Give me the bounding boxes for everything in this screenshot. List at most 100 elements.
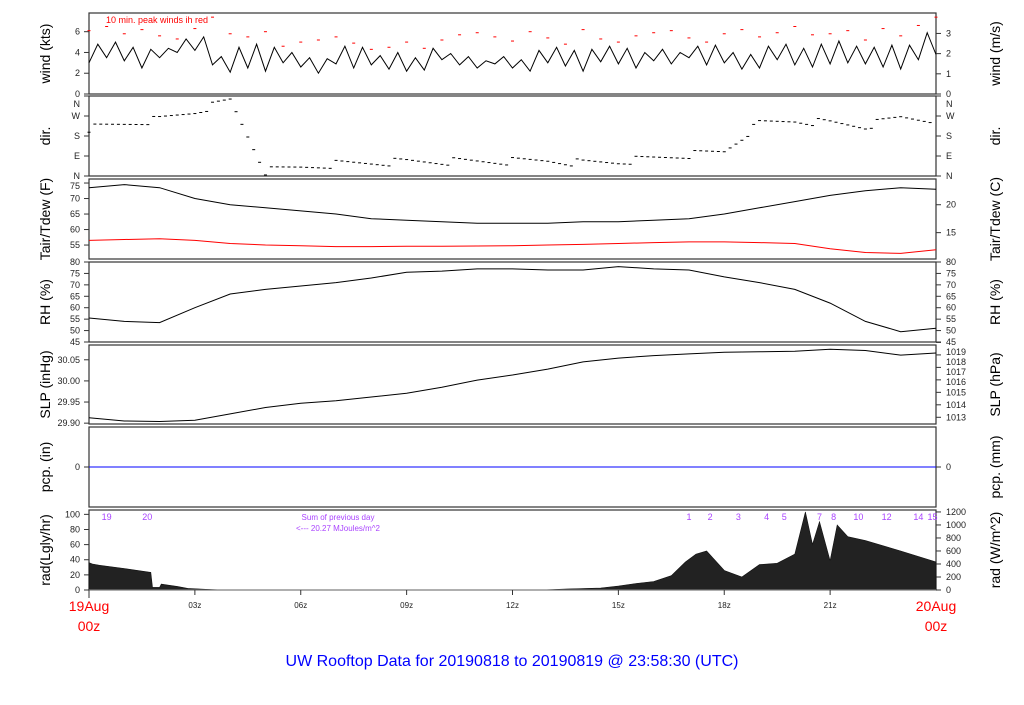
y-axis-label-right: rad (W/m^2): [987, 512, 1003, 589]
y-tick-label: 30.05: [57, 355, 80, 365]
end-time-label: 00z: [925, 618, 948, 634]
y-tick-label-right: 0: [946, 462, 951, 472]
hour-marker-label: 7: [817, 512, 822, 522]
y-axis-label: Tair/Tdew (F): [37, 178, 53, 260]
panel-frame: [88, 12, 937, 95]
y-tick-label: 20: [70, 570, 80, 580]
x-tick-label: 03z: [188, 601, 201, 610]
y-tick-label-right: S: [946, 131, 952, 141]
hour-marker-label: 12: [882, 512, 892, 522]
y-tick-label: 29.95: [57, 397, 80, 407]
dewpoint-line: [88, 238, 937, 254]
hour-marker-label: 2: [708, 512, 713, 522]
y-axis-label: dir.: [37, 127, 53, 146]
y-tick-label-right: 600: [946, 546, 961, 556]
daily-sum-value: <--- 20.27 MJoules/m^2: [296, 524, 381, 533]
start-date-label: 19Aug: [69, 598, 109, 614]
y-tick-label: 65: [70, 291, 80, 301]
hour-marker-label: 15: [927, 512, 937, 522]
y-axis-label: rad(Lgly/hr): [37, 514, 53, 586]
y-tick-label: 75: [70, 268, 80, 278]
end-date-label: 20Aug: [916, 598, 956, 614]
y-tick-label: 0: [75, 89, 80, 99]
y-axis-label-right: SLP (hPa): [987, 352, 1003, 416]
x-tick-label: 18z: [718, 601, 731, 610]
hour-marker-label: 5: [782, 512, 787, 522]
x-tick-label: 12z: [506, 601, 519, 610]
x-tick-label: 06z: [294, 601, 307, 610]
y-axis-label-right: pcp. (mm): [987, 436, 1003, 499]
y-tick-label-right: N: [946, 171, 953, 181]
hour-marker-label: 8: [831, 512, 836, 522]
y-tick-label-right: 1017: [946, 367, 966, 377]
y-tick-label-right: 1019: [946, 347, 966, 357]
air-temperature-line: [88, 184, 937, 224]
y-tick-label: 55: [70, 240, 80, 250]
y-tick-label-right: 0: [946, 585, 951, 595]
hour-marker-label: 1: [686, 512, 691, 522]
y-axis-label-right: Tair/Tdew (C): [987, 177, 1003, 261]
y-tick-label: N: [74, 171, 81, 181]
panel-frame: [88, 344, 937, 425]
hour-marker-label: 14: [913, 512, 923, 522]
y-tick-label-right: 20: [946, 200, 956, 210]
y-tick-label-right: 2: [946, 49, 951, 59]
y-tick-label-right: 1015: [946, 387, 966, 397]
y-tick-label-right: 1: [946, 69, 951, 79]
x-tick-label: 21z: [824, 601, 837, 610]
y-tick-label: 0: [75, 462, 80, 472]
relative-humidity-line: [88, 266, 937, 333]
chart-title: UW Rooftop Data for 20190818 to 20190819…: [286, 653, 739, 670]
y-axis-label: wind (kts): [37, 24, 53, 85]
y-tick-label: 70: [70, 280, 80, 290]
y-tick-label-right: 60: [946, 303, 956, 313]
y-tick-label-right: 15: [946, 228, 956, 238]
y-tick-label-right: N: [946, 99, 953, 109]
y-tick-label-right: 1000: [946, 520, 966, 530]
panel-frame: [88, 261, 937, 343]
y-tick-label-right: 70: [946, 280, 956, 290]
y-tick-label-right: 75: [946, 268, 956, 278]
y-tick-label: 70: [70, 194, 80, 204]
y-tick-label-right: 1013: [946, 412, 966, 422]
y-tick-label-right: 800: [946, 533, 961, 543]
y-tick-label: 4: [75, 48, 80, 58]
pressure-line: [88, 348, 937, 423]
y-tick-label-right: 1016: [946, 377, 966, 387]
y-tick-label-right: 45: [946, 337, 956, 347]
y-tick-label: 29.90: [57, 418, 80, 428]
y-tick-label: 50: [70, 326, 80, 336]
y-tick-label-right: 55: [946, 314, 956, 324]
hour-marker-label: 4: [764, 512, 769, 522]
wind-speed-line: [88, 31, 937, 75]
y-tick-label-right: 1200: [946, 507, 966, 517]
y-axis-label: pcp. (in): [37, 442, 53, 493]
y-axis-label-right: RH (%): [987, 279, 1003, 325]
y-tick-label-right: 65: [946, 291, 956, 301]
y-tick-label: 40: [70, 555, 80, 565]
y-tick-label-right: E: [946, 151, 952, 161]
y-tick-label: 80: [70, 257, 80, 267]
daily-sum-annotation: Sum of previous day: [302, 513, 375, 522]
y-tick-label-right: 1014: [946, 400, 966, 410]
hour-marker-label: 19: [102, 512, 112, 522]
y-tick-label: 30.00: [57, 376, 80, 386]
y-tick-label-right: 1018: [946, 357, 966, 367]
y-tick-label: 0: [75, 585, 80, 595]
hour-marker-label: 10: [853, 512, 863, 522]
hour-marker-label: 20: [142, 512, 152, 522]
y-tick-label: 60: [70, 303, 80, 313]
y-tick-label: E: [74, 151, 80, 161]
y-tick-label-right: 50: [946, 326, 956, 336]
y-tick-label: 60: [70, 225, 80, 235]
panel-frame: [88, 95, 937, 177]
y-tick-label-right: 400: [946, 559, 961, 569]
panel-frame: [88, 178, 937, 260]
y-tick-label: S: [74, 131, 80, 141]
y-tick-label: 2: [75, 68, 80, 78]
y-tick-label: N: [74, 99, 81, 109]
peak-wind-annotation: 10 min. peak winds ih red: [106, 15, 208, 25]
y-tick-label: 80: [70, 525, 80, 535]
